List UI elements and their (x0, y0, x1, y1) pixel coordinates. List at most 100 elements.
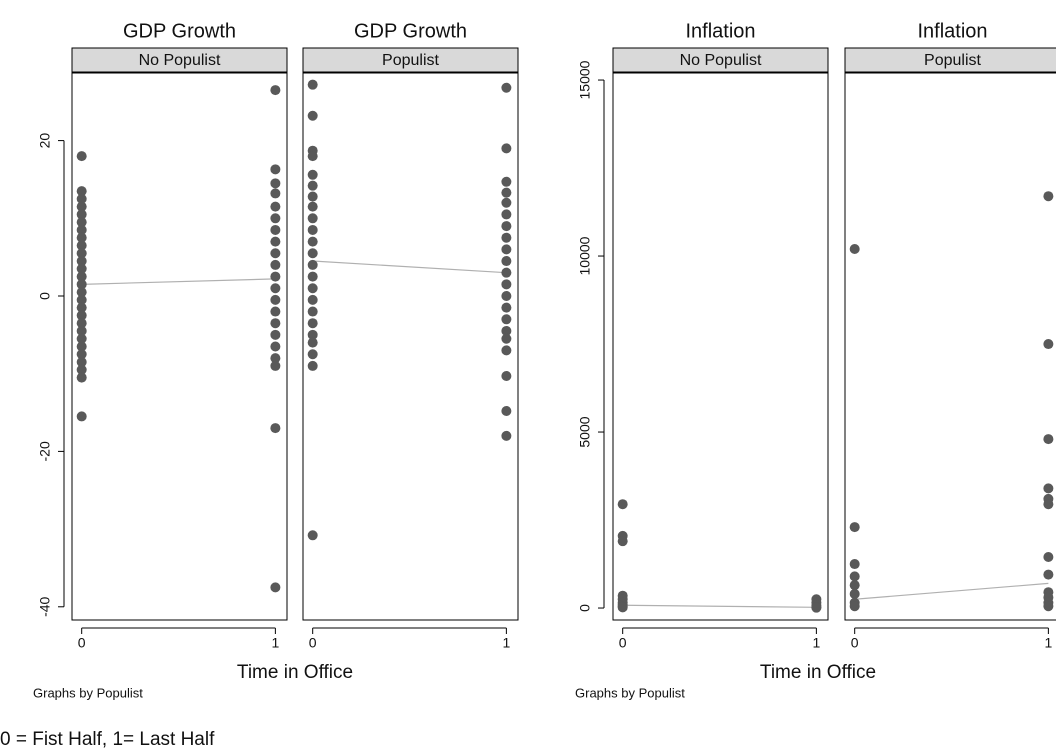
point (270, 353, 281, 364)
point (270, 178, 281, 189)
point (1043, 483, 1054, 494)
point (76, 294, 87, 305)
strip (302, 47, 519, 73)
point (307, 248, 318, 259)
point (270, 306, 281, 317)
point (501, 256, 512, 267)
point (501, 143, 512, 154)
point (76, 240, 87, 251)
point (307, 329, 318, 340)
point (849, 588, 860, 599)
point (270, 341, 281, 352)
panel-title: Inflation (685, 20, 755, 42)
point (270, 582, 281, 593)
point (501, 176, 512, 187)
point (307, 191, 318, 202)
fit-line (622, 604, 817, 608)
point (307, 259, 318, 270)
point (1043, 499, 1054, 510)
x-tick-label: 0 (309, 635, 317, 651)
point (76, 256, 87, 267)
y-tick-label: 20 (37, 133, 53, 149)
point (76, 248, 87, 259)
point (307, 224, 318, 235)
point (307, 213, 318, 224)
strip-label: No Populist (680, 52, 762, 69)
point (501, 325, 512, 336)
point (849, 522, 860, 533)
point (76, 372, 87, 383)
point (76, 224, 87, 235)
point (270, 271, 281, 282)
point (270, 201, 281, 212)
point (307, 360, 318, 371)
point (501, 290, 512, 301)
point (76, 232, 87, 243)
point (307, 294, 318, 305)
point (76, 279, 87, 290)
point (501, 314, 512, 325)
plot-area (302, 72, 519, 621)
point (76, 325, 87, 336)
strip (612, 47, 829, 73)
x-axis-title: Time in Office (760, 662, 876, 683)
panel-title: GDP Growth (354, 20, 467, 42)
point (76, 310, 87, 321)
point (1043, 339, 1054, 350)
point (1043, 191, 1054, 202)
point (849, 601, 860, 612)
point (76, 333, 87, 344)
y-tick-label: -20 (37, 441, 53, 461)
point (270, 423, 281, 434)
x-tick-label: 1 (502, 635, 510, 651)
y-tick-label: 15000 (577, 60, 593, 99)
point (76, 411, 87, 422)
strip-label: No Populist (139, 52, 221, 69)
y-tick-label: 0 (37, 292, 53, 300)
point (307, 337, 318, 348)
panel-title: Inflation (917, 20, 987, 42)
point (501, 221, 512, 232)
point (307, 110, 318, 121)
point (1043, 601, 1054, 612)
point (501, 333, 512, 344)
point (270, 164, 281, 175)
point (76, 302, 87, 313)
note: Graphs by Populist (575, 685, 685, 700)
x-tick-label: 1 (271, 635, 279, 651)
point (307, 180, 318, 191)
footnote: 0 = Fist Half, 1= Last Half (0, 729, 215, 750)
point (270, 283, 281, 294)
point (307, 271, 318, 282)
point (307, 349, 318, 360)
x-axis-title: Time in Office (237, 662, 353, 683)
point (270, 248, 281, 259)
point (1043, 569, 1054, 580)
point (307, 79, 318, 90)
point (76, 151, 87, 162)
point (76, 349, 87, 360)
point (1043, 434, 1054, 445)
point (76, 186, 87, 197)
y-tick-label: 10000 (577, 236, 593, 275)
point (307, 201, 318, 212)
x-tick-label: 1 (1044, 635, 1052, 651)
note: Graphs by Populist (33, 685, 143, 700)
point (501, 371, 512, 382)
point (76, 287, 87, 298)
point (76, 271, 87, 282)
point (76, 318, 87, 329)
point (849, 243, 860, 254)
point (501, 197, 512, 208)
point (501, 279, 512, 290)
fit-line (81, 278, 276, 285)
point (617, 536, 628, 547)
point (501, 209, 512, 220)
point (307, 306, 318, 317)
point (849, 571, 860, 582)
point (501, 405, 512, 416)
strip (71, 47, 288, 73)
point (501, 430, 512, 441)
x-tick-label: 0 (619, 635, 627, 651)
